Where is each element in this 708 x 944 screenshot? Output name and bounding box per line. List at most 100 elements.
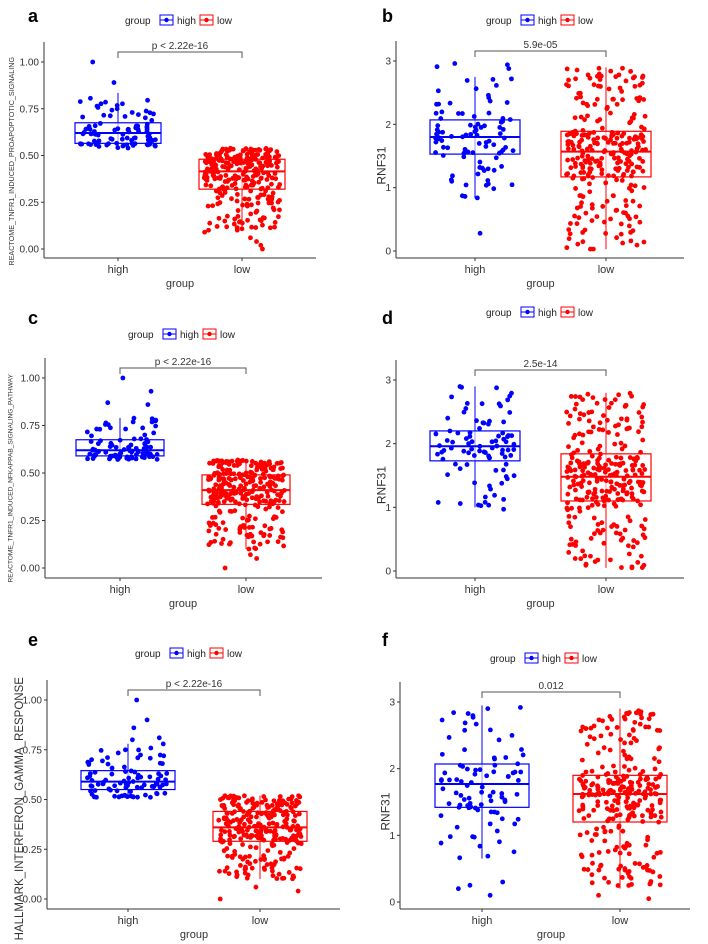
data-point	[222, 868, 228, 874]
data-point	[580, 781, 586, 787]
data-point	[568, 394, 574, 399]
data-point	[281, 855, 287, 861]
data-point	[251, 539, 257, 545]
data-point	[210, 520, 216, 526]
data-point	[620, 828, 626, 834]
legend: group high low	[490, 652, 598, 665]
data-point	[257, 541, 263, 547]
data-point	[583, 769, 589, 775]
data-point	[231, 802, 237, 808]
data-point	[619, 416, 624, 422]
data-point	[231, 221, 237, 227]
data-point	[87, 126, 93, 132]
data-point	[456, 111, 461, 116]
data-point	[640, 159, 646, 164]
panel-label: a	[28, 6, 39, 26]
data-point	[253, 858, 258, 864]
data-point	[276, 214, 281, 220]
data-point	[243, 470, 249, 476]
data-point	[243, 458, 249, 464]
data-point	[482, 499, 488, 505]
data-point	[639, 482, 645, 488]
data-point	[155, 776, 161, 782]
data-point	[479, 789, 485, 795]
data-point	[124, 455, 130, 461]
data-point	[568, 524, 573, 530]
data-point	[254, 467, 260, 473]
data-point	[625, 425, 631, 431]
data-point	[591, 465, 597, 471]
data-point	[268, 147, 274, 153]
data-point	[575, 155, 580, 161]
data-point	[638, 553, 644, 559]
data-point	[580, 773, 586, 778]
data-point	[228, 163, 234, 169]
data-point	[253, 845, 259, 851]
data-point	[585, 103, 591, 109]
data-point	[270, 820, 276, 826]
data-point	[615, 883, 621, 888]
data-point	[509, 732, 515, 738]
data-point	[570, 541, 576, 547]
data-point	[515, 816, 521, 822]
data-point	[615, 432, 620, 437]
data-point	[266, 200, 272, 206]
data-point	[440, 153, 446, 158]
y-axis-title: RNF31	[375, 466, 389, 504]
data-point	[249, 865, 255, 871]
data-point	[496, 737, 502, 743]
data-point	[269, 196, 275, 202]
data-point	[219, 184, 225, 190]
data-point	[503, 755, 509, 760]
x-tick-label: high	[110, 584, 131, 596]
data-point	[470, 834, 475, 840]
legend-title: group	[486, 308, 512, 319]
data-point	[510, 148, 516, 154]
data-point	[257, 217, 263, 223]
data-point	[637, 219, 643, 225]
data-point	[596, 867, 602, 873]
data-point	[258, 242, 264, 248]
data-point	[461, 409, 467, 415]
data-point	[457, 501, 463, 506]
data-point	[216, 526, 222, 531]
data-point	[445, 472, 450, 478]
x-axis-title: group	[526, 278, 554, 290]
data-point	[241, 814, 247, 820]
data-point	[459, 111, 465, 116]
legend-title: group	[135, 649, 161, 660]
data-point	[605, 467, 611, 473]
data-point	[240, 478, 246, 483]
data-point	[439, 717, 445, 723]
data-point	[590, 395, 596, 400]
data-point	[587, 160, 593, 166]
data-point	[487, 727, 493, 733]
data-point	[453, 461, 458, 467]
data-point	[219, 803, 225, 808]
data-point	[614, 481, 620, 487]
data-point	[258, 829, 263, 835]
data-point	[216, 215, 222, 221]
data-point	[641, 562, 647, 568]
data-point	[468, 131, 474, 137]
data-point	[477, 159, 483, 165]
data-point	[222, 793, 228, 799]
data-point	[596, 65, 602, 71]
data-point	[151, 430, 157, 436]
data-point	[625, 543, 631, 549]
data-point	[657, 797, 663, 803]
data-point	[457, 762, 463, 768]
data-point	[255, 171, 261, 177]
y-tick-label: 0	[385, 247, 391, 258]
data-point	[207, 152, 213, 158]
data-point	[227, 482, 232, 488]
data-point	[617, 850, 623, 856]
data-point	[506, 66, 512, 71]
data-point	[466, 805, 472, 811]
data-point	[503, 461, 509, 467]
data-point	[491, 755, 497, 761]
data-point	[160, 741, 166, 747]
data-point	[158, 773, 164, 779]
data-point	[644, 775, 650, 780]
data-point	[611, 763, 616, 769]
